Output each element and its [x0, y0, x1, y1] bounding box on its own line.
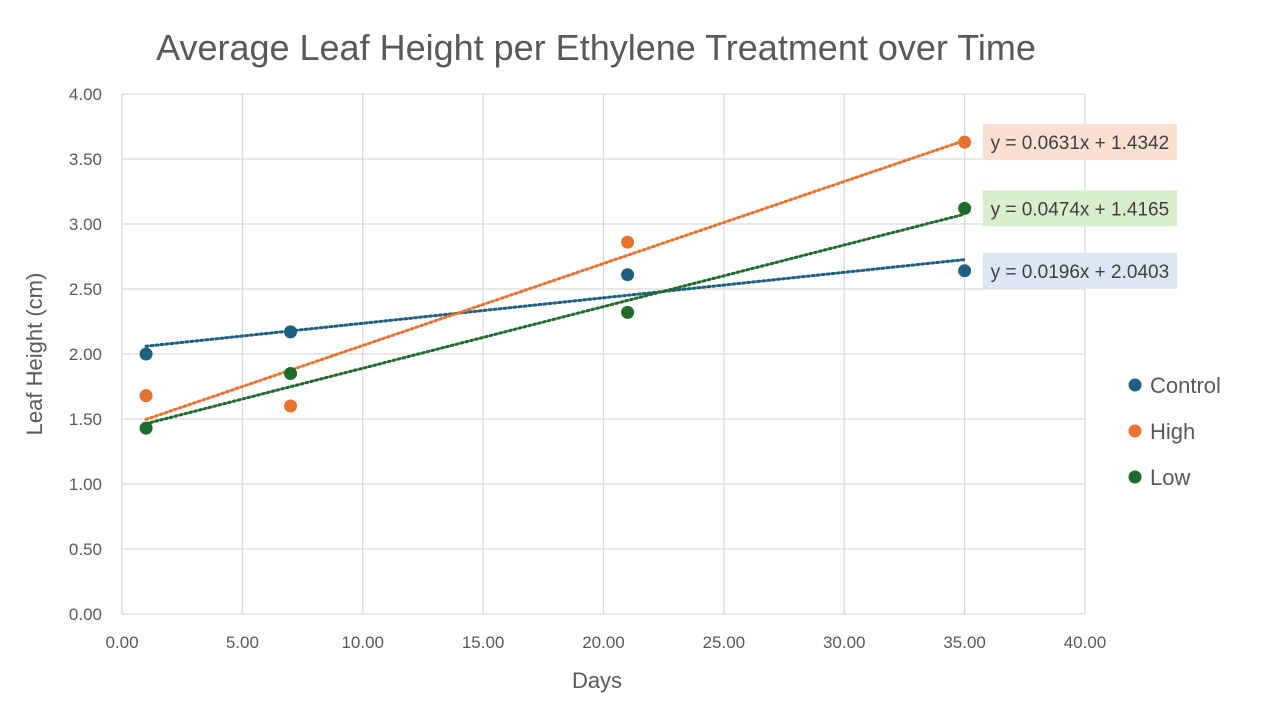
equation-low: y = 0.0474x + 1.4165: [982, 190, 1178, 227]
x-axis-title: Days: [572, 668, 622, 693]
equation-box: [982, 190, 1178, 227]
y-axis-title: Leaf Height (cm): [22, 273, 47, 436]
legend: Control High Low: [1128, 373, 1221, 490]
y-tick-label: 2.50: [69, 280, 102, 299]
trendline-equations: y = 0.0196x + 2.0403 y = 0.0631x + 1.4342…: [982, 124, 1178, 289]
legend-marker-control: [1128, 378, 1142, 392]
equation-box: [982, 124, 1178, 161]
x-tick-label: 20.00: [582, 633, 625, 652]
data-points: [139, 135, 972, 435]
point-low: [621, 305, 635, 319]
legend-label-high: High: [1150, 419, 1195, 444]
equation-text: y = 0.0631x + 1.4342: [991, 133, 1170, 154]
y-tick-label: 3.50: [69, 150, 102, 169]
y-tick-label: 1.00: [69, 475, 102, 494]
chart-title: Average Leaf Height per Ethylene Treatme…: [156, 27, 1036, 68]
y-tick-label: 0.00: [69, 605, 102, 624]
x-tick-label: 0.00: [105, 633, 138, 652]
point-high: [284, 399, 298, 413]
equation-box: [982, 252, 1178, 289]
point-control: [284, 325, 298, 339]
legend-marker-high: [1128, 424, 1142, 438]
legend-marker-low: [1128, 470, 1142, 484]
equation-text: y = 0.0474x + 1.4165: [991, 199, 1170, 220]
x-tick-label: 40.00: [1064, 633, 1107, 652]
trendlines: [144, 138, 967, 426]
trendline-control: [144, 258, 967, 348]
x-tick-label: 25.00: [703, 633, 746, 652]
point-low: [958, 201, 972, 215]
point-control: [139, 347, 153, 361]
trendline-high: [144, 138, 967, 421]
y-tick-label: 2.00: [69, 345, 102, 364]
gridlines: [121, 93, 1086, 615]
point-low: [139, 421, 153, 435]
x-tick-label: 30.00: [823, 633, 866, 652]
y-tick-label: 1.50: [69, 410, 102, 429]
y-axis-tick-labels: 0.00 0.50 1.00 1.50 2.00 2.50 3.00 3.50 4.00: [69, 85, 102, 624]
equation-text: y = 0.0196x + 2.0403: [991, 262, 1170, 283]
point-control: [958, 264, 972, 278]
legend-label-low: Low: [1150, 465, 1190, 490]
x-tick-label: 35.00: [943, 633, 986, 652]
x-tick-label: 10.00: [341, 633, 384, 652]
y-tick-label: 4.00: [69, 85, 102, 104]
point-low: [284, 367, 298, 380]
y-tick-label: 3.00: [69, 215, 102, 234]
equation-control: y = 0.0196x + 2.0403: [982, 252, 1178, 289]
x-tick-label: 15.00: [462, 633, 505, 652]
trendline-low: [144, 212, 967, 426]
point-control: [621, 268, 635, 282]
legend-label-control: Control: [1150, 373, 1221, 398]
equation-high: y = 0.0631x + 1.4342: [982, 124, 1178, 161]
point-high: [621, 235, 635, 249]
y-tick-label: 0.50: [69, 540, 102, 559]
x-axis-tick-labels: 0.00 5.00 10.00 15.00 20.00 25.00 30.00 35.00 40…: [105, 633, 1106, 652]
point-high: [139, 389, 153, 403]
point-high: [958, 135, 972, 149]
x-tick-label: 5.00: [226, 633, 259, 652]
